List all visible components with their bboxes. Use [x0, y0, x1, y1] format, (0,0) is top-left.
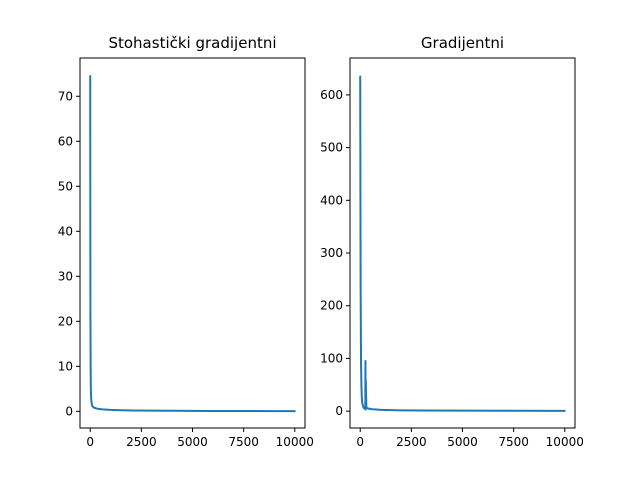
x-tick-label: 0	[86, 435, 94, 449]
series-line	[89, 75, 296, 413]
y-tick-label: 70	[58, 89, 73, 103]
y-tick-label: 20	[58, 314, 73, 328]
y-tick-label: 500	[320, 141, 343, 155]
chart-title: Stohastički gradijentni	[108, 34, 276, 52]
y-tick-label: 200	[320, 299, 343, 313]
x-tick-label: 10000	[276, 435, 314, 449]
x-tick-label: 0	[356, 435, 364, 449]
x-tick-label: 7500	[228, 435, 259, 449]
y-tick-label: 60	[58, 134, 73, 148]
plot-frame	[79, 57, 306, 429]
y-tick-label: 10	[58, 359, 73, 373]
series-line	[359, 75, 566, 412]
y-axis: 0 10 20 30 40 50 60 70	[58, 89, 80, 418]
y-tick-label: 0	[335, 404, 343, 418]
y-tick-label: 0	[65, 404, 73, 418]
x-tick-label: 7500	[498, 435, 529, 449]
x-axis: 0 2500 5000 7500 10000	[356, 428, 584, 449]
y-tick-label: 400	[320, 193, 343, 207]
x-axis: 0 2500 5000 7500 10000	[86, 428, 314, 449]
x-tick-label: 10000	[546, 435, 584, 449]
y-tick-label: 40	[58, 224, 73, 238]
y-tick-label: 50	[58, 179, 73, 193]
y-tick-label: 600	[320, 88, 343, 102]
subplot-stohasticki-gradijentni: Stohastički gradijentni 0 2500 5000 7500 100…	[58, 34, 314, 449]
subplot-gradijentni: Gradijentni 0 2500 5000 7500 10000 0 100 200 30…	[320, 34, 584, 449]
x-tick-label: 2500	[126, 435, 157, 449]
y-tick-label: 30	[58, 269, 73, 283]
y-axis: 0 100 200 300 400 500 600	[320, 88, 350, 418]
chart-title: Gradijentni	[421, 34, 504, 52]
y-tick-label: 100	[320, 351, 343, 365]
x-tick-label: 5000	[447, 435, 478, 449]
x-tick-label: 2500	[396, 435, 427, 449]
y-tick-label: 300	[320, 246, 343, 260]
x-tick-label: 5000	[177, 435, 208, 449]
plot-frame	[349, 57, 576, 429]
